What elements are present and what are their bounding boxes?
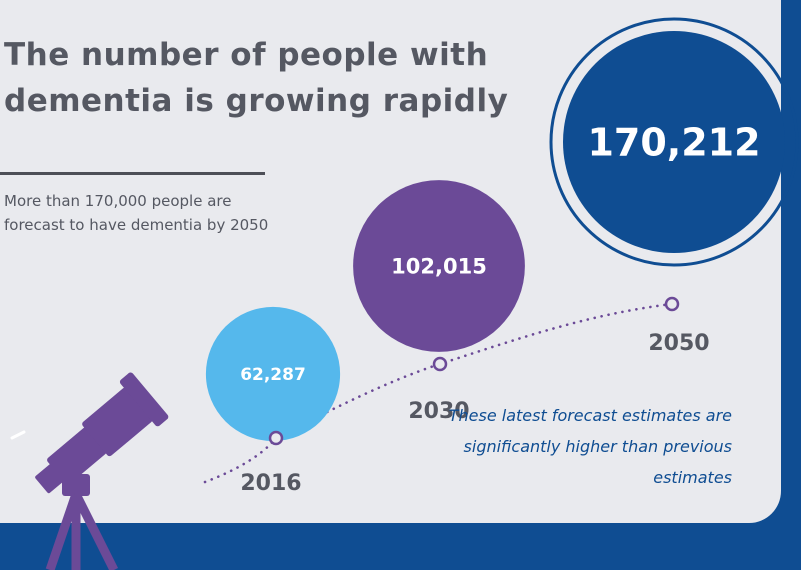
page-title: The number of people with dementia is gr… [4, 37, 509, 119]
title-divider [0, 172, 265, 175]
trend-line [203, 302, 674, 484]
point-marker-2030 [432, 356, 448, 372]
value-label-2030: 102,015 [391, 255, 487, 279]
telescope-icon [10, 372, 169, 570]
value-label-2016: 62,287 [240, 365, 306, 385]
year-label-2050: 2050 [648, 331, 709, 356]
bubble-2030 [353, 180, 525, 352]
point-marker-2050 [664, 296, 680, 312]
bubble-2050-ring [549, 17, 799, 267]
value-label-2050: 170,212 [587, 121, 760, 165]
bubble-2050 [563, 31, 785, 253]
subtitle-text: More than 170,000 people are forecast to… [4, 192, 269, 234]
year-label-2030: 2030 [408, 399, 469, 424]
year-label-2016: 2016 [240, 471, 301, 496]
forecast-note: These latest forecast estimates are sign… [448, 406, 732, 487]
bubble-2016 [205, 306, 341, 442]
point-marker-2016 [268, 430, 284, 446]
